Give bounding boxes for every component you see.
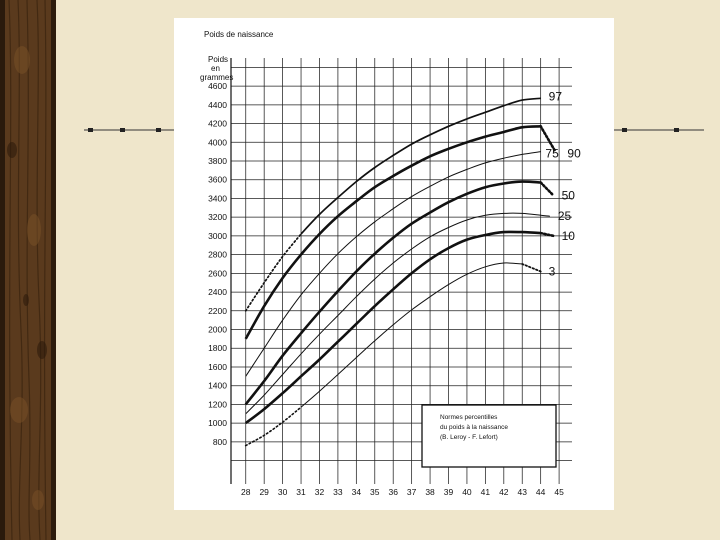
growth-chart: Poids de naissance Poids en grammes 28 29… [200,30,581,497]
y-tick-label: 3400 [208,193,227,203]
legend-line-2: du poids à la naissance [440,424,508,431]
y-tick-label: 2000 [208,325,227,335]
x-tick-label: 28 [241,487,251,497]
y-tick-label: 4600 [208,81,227,91]
curve-line [244,180,541,406]
x-tick-label: 31 [296,487,306,497]
x-tick-label: 29 [259,487,269,497]
percentile-label-90: 90 [567,147,581,161]
y-tick-label: 2400 [208,287,227,297]
percentile-label-75: 75 [545,147,559,161]
x-tick-label: 43 [517,487,527,497]
x-tick-label: 41 [481,487,491,497]
y-tick-label: 3000 [208,231,227,241]
curve-line [300,262,523,408]
x-tick-label: 40 [462,487,472,497]
percentile-label-3: 3 [549,264,556,278]
decorative-dash-line-left [84,128,176,132]
y-tick-label: 800 [213,437,227,447]
legend-box: Normes percentilles du poids à la naissa… [421,404,557,468]
y-axis-label-line-2: en [211,64,220,73]
curve-line [245,212,550,415]
curve-line [300,97,541,235]
y-tick-label: 1800 [208,343,227,353]
x-tick-label: 44 [536,487,546,497]
dotted-extrapolation [539,181,555,197]
percentile-label-10: 10 [562,229,576,243]
y-axis-label-line-1: Poids [208,55,228,64]
y-tick-label: 1200 [208,399,227,409]
dotted-extrapolation [539,125,557,153]
percentile-curve-97 [244,97,541,312]
y-tick-label: 1000 [208,418,227,428]
curve-line [244,230,541,425]
curve-line [244,125,541,340]
legend-line-1: Normes percentilles [440,414,498,421]
x-tick-label: 34 [352,487,362,497]
percentile-curve-75 [245,151,541,377]
percentile-curve-3 [244,262,542,447]
x-tick-label: 42 [499,487,509,497]
y-tick-label: 4200 [208,119,227,129]
percentile-label-50: 50 [562,189,576,203]
dotted-extrapolation [521,263,542,273]
percentile-label-97: 97 [549,89,563,103]
y-axis-label-line-3: grammes [200,73,233,82]
percentile-label-25: 25 [558,209,572,223]
curve-line [245,151,541,377]
x-tick-label: 45 [554,487,564,497]
x-tick-label: 33 [333,487,343,497]
y-tick-label: 4400 [208,100,227,110]
wood-border [0,0,56,540]
chart-card: Poids de naissance Poids en grammes 28 29… [174,18,614,510]
y-tick-label: 4000 [208,137,227,147]
y-tick-label: 1600 [208,362,227,372]
x-tick-label: 35 [370,487,380,497]
x-tick-label: 30 [278,487,288,497]
percentile-curve-25 [245,212,550,415]
chart-title: Poids de naissance [204,30,274,39]
x-tick-label: 36 [388,487,398,497]
percentile-curves [244,97,557,447]
y-tick-label: 2600 [208,268,227,278]
y-tick-label: 2200 [208,306,227,316]
y-tick-label: 2800 [208,250,227,260]
dotted-extrapolation [244,233,302,312]
percentile-curve-50 [244,180,555,406]
y-tick-label: 3200 [208,212,227,222]
legend-line-3: (B. Leroy - F. Lefort) [440,434,498,441]
percentile-labels: 97 90 75 50 25 10 3 [545,89,581,278]
x-tick-label: 39 [444,487,454,497]
dotted-extrapolation [244,406,302,447]
percentile-curve-10 [244,230,555,425]
x-tick-label: 32 [315,487,325,497]
y-tick-label: 3800 [208,156,227,166]
percentile-curve-90 [244,125,557,340]
x-tick-label: 38 [425,487,435,497]
tick-labels: 28 29 30 31 32 33 34 35 36 37 38 39 40 41 42 43 44 45 800 1… [208,81,564,497]
x-tick-label: 37 [407,487,417,497]
y-tick-label: 1400 [208,381,227,391]
dotted-extrapolation [539,231,555,238]
y-tick-label: 3600 [208,175,227,185]
